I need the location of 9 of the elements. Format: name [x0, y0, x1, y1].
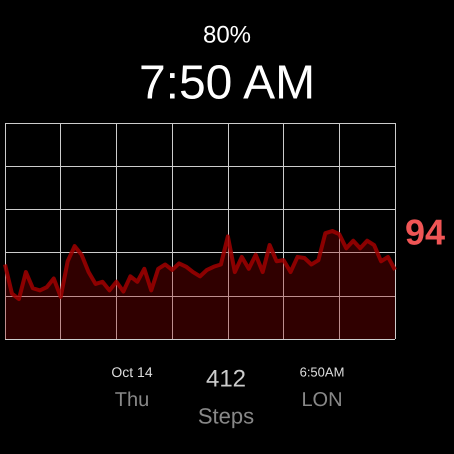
text: Oct 14 [111, 364, 153, 380]
text: Thu [114, 389, 150, 411]
text: 94 [404, 212, 446, 252]
text: LON [301, 389, 343, 411]
chart-title: 7:50 AM [138, 56, 316, 110]
text: 412 [206, 366, 246, 392]
text: Steps [198, 404, 254, 428]
text: 6:50AM [300, 364, 344, 380]
chart-subtitle: 80% [202, 22, 252, 48]
